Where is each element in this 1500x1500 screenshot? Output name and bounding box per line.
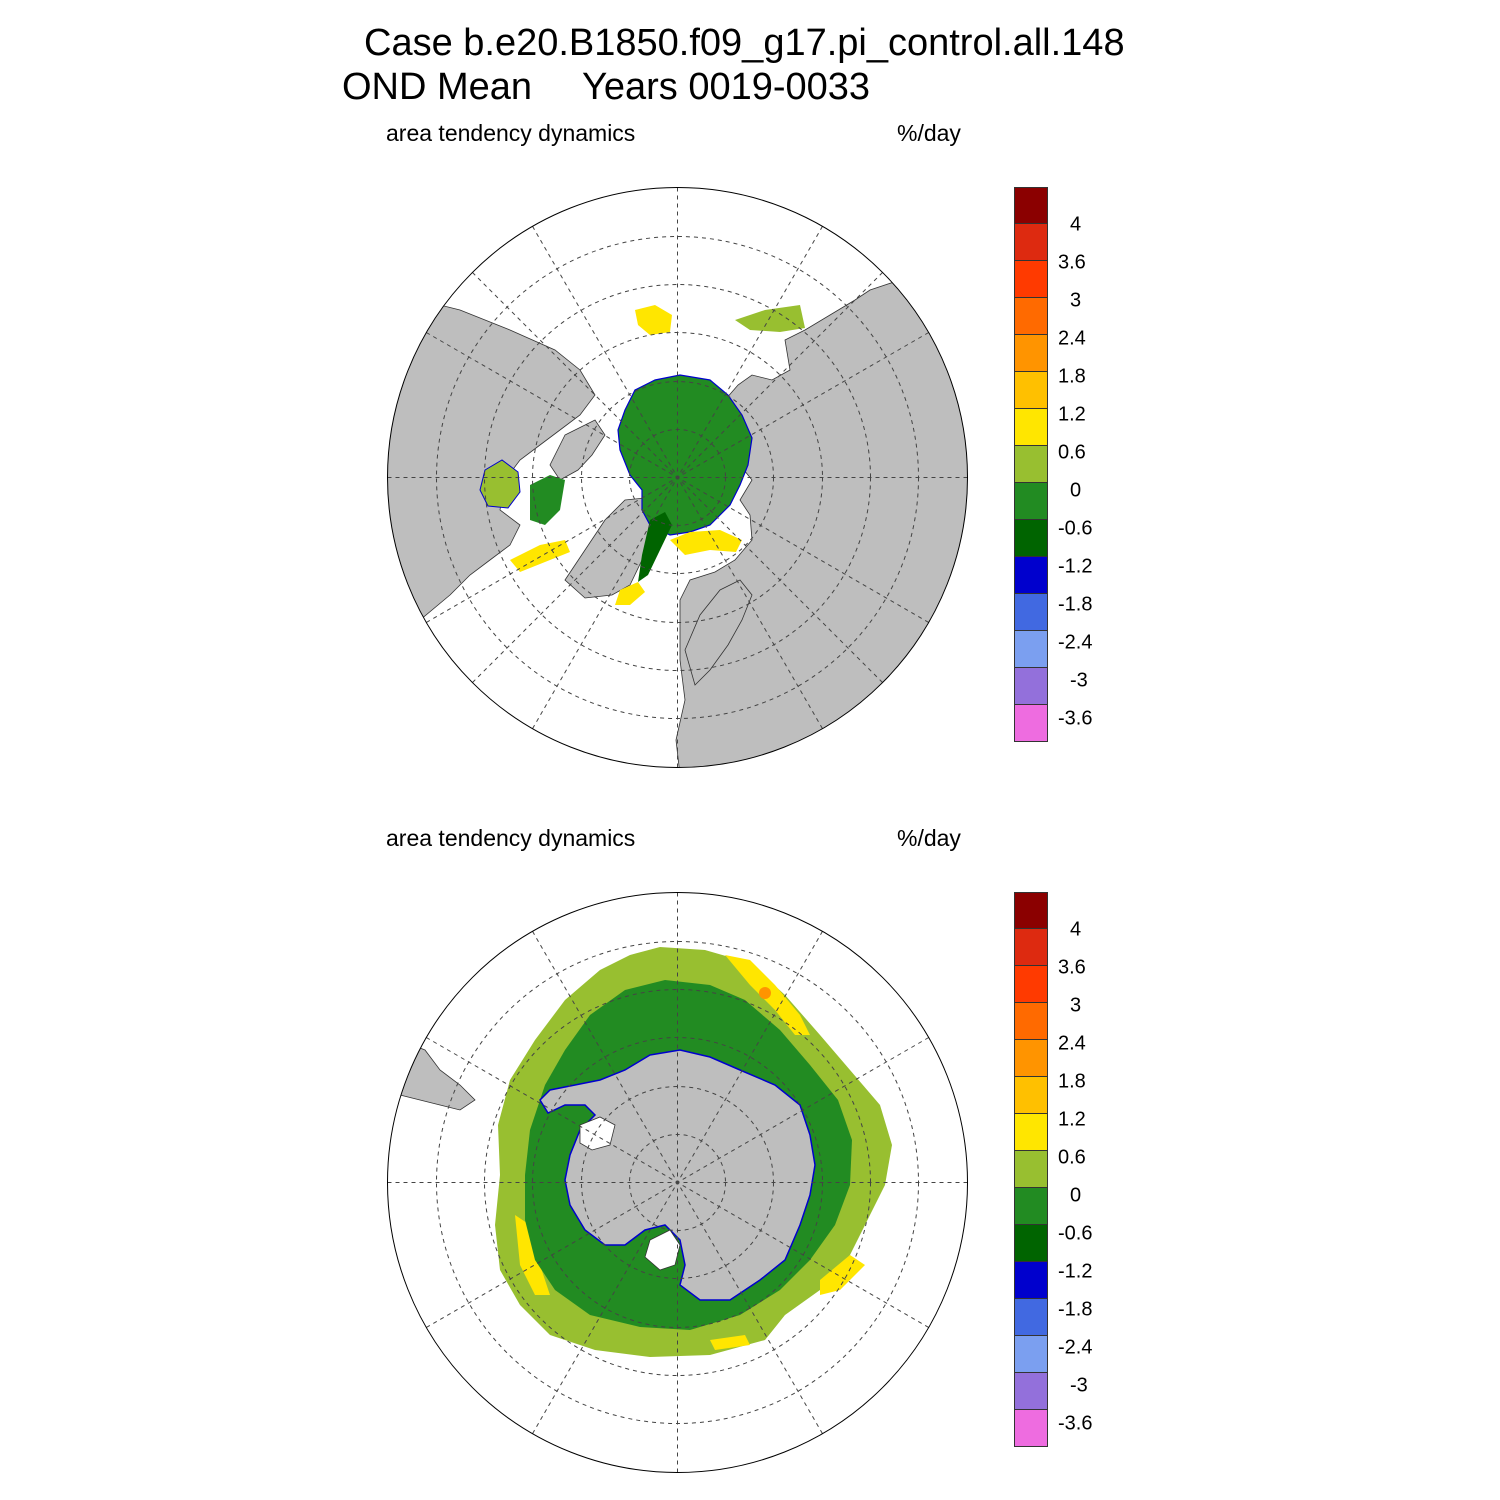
ice-barents-band <box>670 530 742 555</box>
ice-yellow-w <box>515 1215 550 1295</box>
land-scandinavia <box>684 579 753 686</box>
cb-label: -0.6 <box>1058 517 1093 540</box>
cb-box <box>1014 557 1048 594</box>
cb-box <box>1014 372 1048 409</box>
antarctic-map <box>387 892 968 1473</box>
cb-label: 0.6 <box>1058 1146 1086 1169</box>
cb-box <box>1014 1262 1048 1299</box>
ice-okhotsk <box>735 305 805 332</box>
ice-hudson <box>479 459 521 509</box>
title-line-1: Case b.e20.B1850.f09_g17.pi_control.all.… <box>364 22 1125 64</box>
cb-label: -1.8 <box>1058 593 1093 616</box>
cb-label: -1.2 <box>1058 555 1093 578</box>
cb-box <box>1014 892 1048 929</box>
title-line-2-left: OND Mean <box>342 66 533 108</box>
cb-label: -1.8 <box>1058 1298 1093 1321</box>
cb-label: 1.8 <box>1058 1070 1086 1093</box>
cb-label: 4 <box>1070 213 1082 236</box>
cb-label: 4 <box>1070 918 1082 941</box>
south-units-label: %/day <box>897 825 961 851</box>
cb-box <box>1014 1151 1048 1188</box>
cb-box <box>1014 1299 1048 1336</box>
cb-box <box>1014 409 1048 446</box>
cb-box <box>1014 705 1048 742</box>
north-colorbar <box>1014 187 1048 742</box>
cb-box <box>1014 1410 1048 1447</box>
cb-box <box>1014 1373 1048 1410</box>
cb-box <box>1014 298 1048 335</box>
cb-label: 3.6 <box>1058 251 1086 274</box>
cb-label: -3 <box>1070 669 1088 692</box>
cb-box <box>1014 1077 1048 1114</box>
cb-label: 2.4 <box>1058 327 1086 350</box>
title-line-2-right: Years 0019-0033 <box>582 66 871 108</box>
cb-box <box>1014 446 1048 483</box>
south-variable-label: area tendency dynamics <box>386 825 636 851</box>
south-colorbar-labels: 4 3.6 3 2.4 1.8 1.2 0.6 0 -0.6 -1.2 -1.8… <box>1058 892 1118 1462</box>
ice-arctic-core <box>617 374 753 536</box>
cb-label: -0.6 <box>1058 1222 1093 1245</box>
cb-box <box>1014 520 1048 557</box>
cb-label: 2.4 <box>1058 1032 1086 1055</box>
cb-box <box>1014 668 1048 705</box>
cb-box <box>1014 1336 1048 1373</box>
cb-label: -3.6 <box>1058 1412 1093 1435</box>
cb-box <box>1014 1040 1048 1077</box>
cb-label: 0.6 <box>1058 441 1086 464</box>
cb-box <box>1014 929 1048 966</box>
ice-bering <box>635 305 672 335</box>
cb-box <box>1014 1003 1048 1040</box>
cb-label: -3 <box>1070 1374 1088 1397</box>
cb-label: 3 <box>1070 994 1082 1017</box>
cb-label: 0 <box>1070 479 1082 502</box>
cb-box <box>1014 335 1048 372</box>
cb-box <box>1014 1188 1048 1225</box>
cb-label: -1.2 <box>1058 1260 1093 1283</box>
cb-label: 1.8 <box>1058 365 1086 388</box>
cb-box <box>1014 224 1048 261</box>
cb-label: 1.2 <box>1058 403 1086 426</box>
cb-label: 3.6 <box>1058 956 1086 979</box>
ice-greenland-east-yellow <box>615 582 645 605</box>
cb-box <box>1014 187 1048 224</box>
ice-yellow-se <box>820 1255 865 1295</box>
cb-box <box>1014 631 1048 668</box>
cb-box <box>1014 594 1048 631</box>
cb-box <box>1014 261 1048 298</box>
north-colorbar-labels: 4 3.6 3 2.4 1.8 1.2 0.6 0 -0.6 -1.2 -1.8… <box>1058 187 1118 757</box>
cb-label: 3 <box>1070 289 1082 312</box>
north-variable-label: area tendency dynamics <box>386 120 636 146</box>
cb-label: 0 <box>1070 1184 1082 1207</box>
cb-label: -2.4 <box>1058 1336 1093 1359</box>
ice-orange-spot <box>759 987 771 999</box>
ice-shelf-weddell <box>579 1116 616 1151</box>
cb-box <box>1014 1114 1048 1151</box>
arctic-map <box>387 187 968 768</box>
cb-label: 1.2 <box>1058 1108 1086 1131</box>
cb-label: -2.4 <box>1058 631 1093 654</box>
south-colorbar <box>1014 892 1048 1447</box>
cb-box <box>1014 1225 1048 1262</box>
cb-box <box>1014 966 1048 1003</box>
ice-greenland-east <box>638 512 672 582</box>
ice-labrador-band <box>510 540 570 572</box>
north-units-label: %/day <box>897 120 961 146</box>
ice-yellow-s <box>710 1335 750 1350</box>
cb-label: -3.6 <box>1058 707 1093 730</box>
ice-baffin <box>530 475 565 525</box>
cb-box <box>1014 483 1048 520</box>
